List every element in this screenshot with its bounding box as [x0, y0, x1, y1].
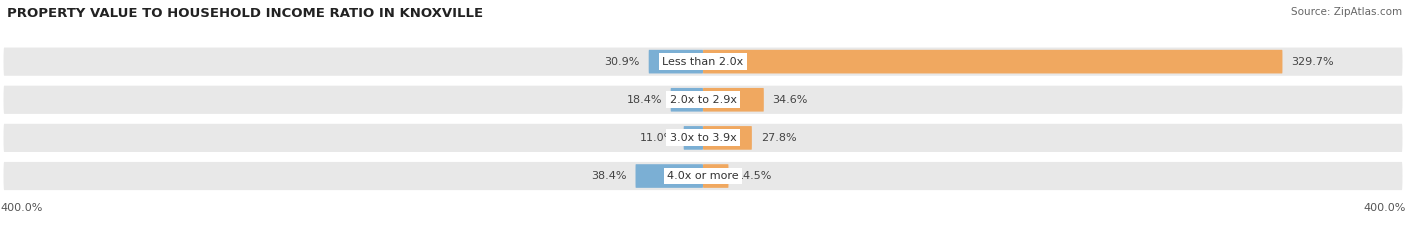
FancyBboxPatch shape — [3, 48, 1403, 76]
Text: 11.0%: 11.0% — [640, 133, 675, 143]
FancyBboxPatch shape — [3, 162, 1403, 190]
Text: 4.0x or more: 4.0x or more — [668, 171, 738, 181]
Text: 329.7%: 329.7% — [1291, 57, 1334, 67]
FancyBboxPatch shape — [683, 126, 703, 150]
FancyBboxPatch shape — [3, 124, 1403, 152]
Text: 3.0x to 3.9x: 3.0x to 3.9x — [669, 133, 737, 143]
Text: 18.4%: 18.4% — [627, 95, 662, 105]
Text: 400.0%: 400.0% — [1364, 203, 1406, 213]
Text: Source: ZipAtlas.com: Source: ZipAtlas.com — [1291, 7, 1402, 17]
Text: 30.9%: 30.9% — [605, 57, 640, 67]
Text: PROPERTY VALUE TO HOUSEHOLD INCOME RATIO IN KNOXVILLE: PROPERTY VALUE TO HOUSEHOLD INCOME RATIO… — [7, 7, 484, 20]
FancyBboxPatch shape — [671, 88, 703, 112]
Text: 400.0%: 400.0% — [0, 203, 42, 213]
Text: 38.4%: 38.4% — [592, 171, 627, 181]
FancyBboxPatch shape — [636, 164, 703, 188]
FancyBboxPatch shape — [703, 126, 752, 150]
Text: 27.8%: 27.8% — [761, 133, 796, 143]
FancyBboxPatch shape — [703, 164, 728, 188]
Text: 14.5%: 14.5% — [737, 171, 773, 181]
FancyBboxPatch shape — [3, 86, 1403, 114]
Text: 2.0x to 2.9x: 2.0x to 2.9x — [669, 95, 737, 105]
FancyBboxPatch shape — [648, 50, 703, 73]
Text: Less than 2.0x: Less than 2.0x — [662, 57, 744, 67]
FancyBboxPatch shape — [703, 88, 763, 112]
Text: 34.6%: 34.6% — [773, 95, 808, 105]
FancyBboxPatch shape — [703, 50, 1282, 73]
